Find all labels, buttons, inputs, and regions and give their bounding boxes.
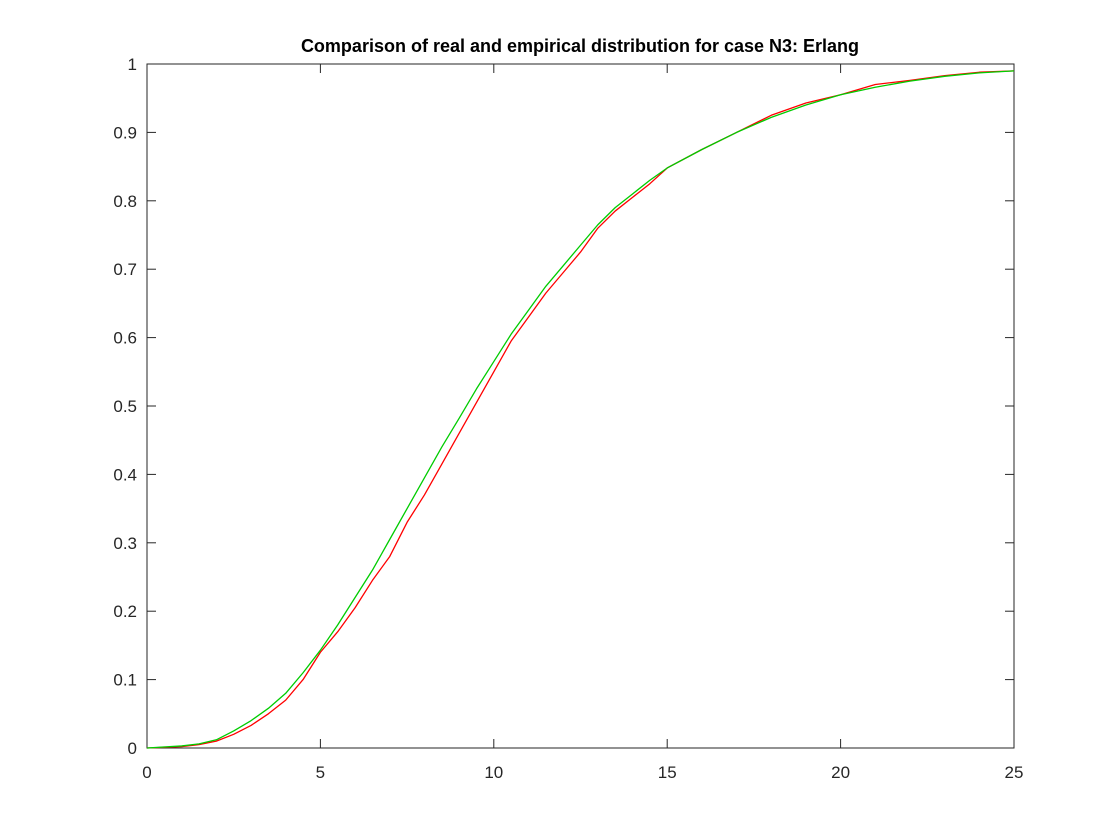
- series-line-green: [146, 70, 1015, 749]
- plot-area: [146, 63, 1015, 749]
- y-tick-label: 0.9: [113, 123, 137, 142]
- y-tick-label: 0.7: [113, 260, 137, 279]
- chart-title: Comparison of real and empirical distrib…: [301, 36, 859, 56]
- series-layer: [146, 70, 1015, 749]
- x-tick-label: 15: [658, 763, 677, 782]
- x-tick-label: 20: [831, 763, 850, 782]
- y-tick-label: 0: [128, 739, 137, 758]
- series-line-red: [146, 70, 1015, 749]
- y-tick-label: 0.3: [113, 534, 137, 553]
- y-tick-label: 0.8: [113, 192, 137, 211]
- y-tick-label: 1: [128, 55, 137, 74]
- y-tick-label: 0.4: [113, 465, 137, 484]
- y-tick-label: 0.1: [113, 671, 137, 690]
- y-tick-label: 0.2: [113, 602, 137, 621]
- y-tick-label: 0.5: [113, 397, 137, 416]
- x-tick-label: 0: [142, 763, 151, 782]
- x-tick-label: 25: [1005, 763, 1024, 782]
- x-tick-label: 5: [316, 763, 325, 782]
- axis-ticks: 0 5 10 15 20 25 0 0.1 0.2 0.3 0.4 0.5 0.6 0.7 0.8 0.9 1: [113, 55, 1023, 782]
- y-tick-label: 0.6: [113, 329, 137, 348]
- x-tick-label: 10: [484, 763, 503, 782]
